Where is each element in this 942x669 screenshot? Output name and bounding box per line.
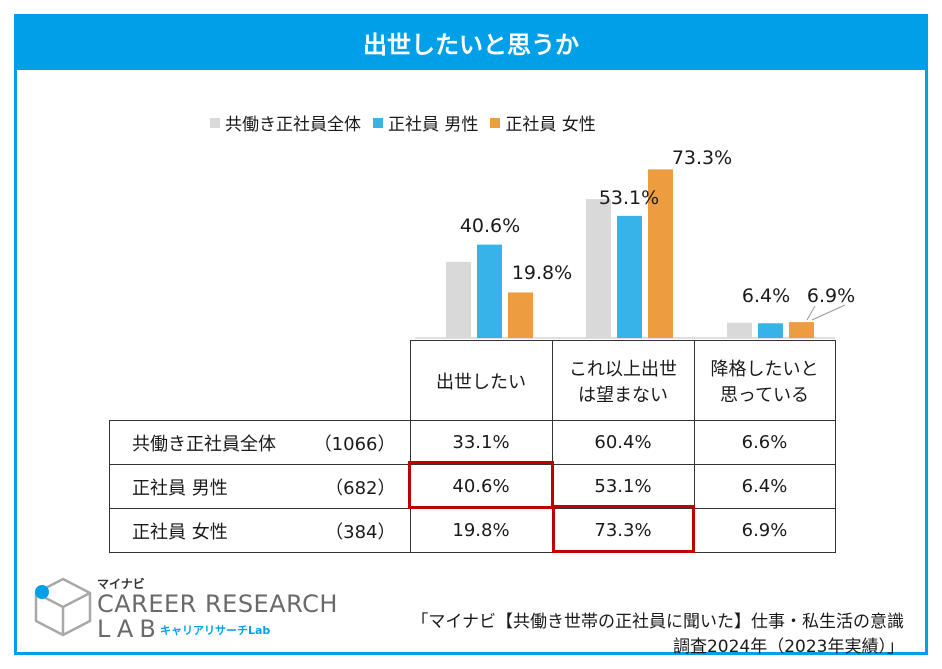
legend: 共働き正社員全体 正社員 男性 正社員 女性 xyxy=(210,110,596,135)
header-text: 出世したい xyxy=(436,371,526,393)
table-header-cell: 降格したいと 思っている xyxy=(693,340,836,421)
row-label-text: 共働き正社員全体 xyxy=(132,433,276,455)
legend-item-female: 正社員 女性 xyxy=(490,110,596,135)
brand-lab: LAB xyxy=(97,615,162,643)
bar-c1-female xyxy=(648,169,673,338)
label-c1-male: 53.1% xyxy=(599,187,659,209)
table-row: 正社員 女性 （384） 19.8% 73.3% 6.9% xyxy=(109,508,836,553)
header-text: は望まない xyxy=(578,384,668,406)
row-n: （1066） xyxy=(313,433,396,455)
row-label-text: 正社員 女性 xyxy=(132,521,228,543)
leader-line-c2-male xyxy=(806,305,816,321)
table-cell: 6.6% xyxy=(693,420,836,465)
label-c2-male: 6.4% xyxy=(742,285,790,307)
data-table: 出世したい これ以上出世 は望まない 降格したいと 思っている 共働き正社員全体… xyxy=(109,340,836,553)
row-label-text: 正社員 男性 xyxy=(132,477,228,499)
row-label: 共働き正社員全体 （1066） xyxy=(109,420,411,465)
header-text: 降格したいと xyxy=(710,358,819,380)
bar-c2-male xyxy=(758,323,783,338)
legend-swatch-all xyxy=(210,117,220,128)
legend-swatch-female xyxy=(490,117,501,128)
table-cell: 40.6% xyxy=(409,464,553,509)
legend-item-all: 共働き正社員全体 xyxy=(210,110,361,135)
row-label: 正社員 男性 （682） xyxy=(109,464,411,509)
row-n: （384） xyxy=(325,521,396,543)
source-line-1: 「マイナビ【共働き世帯の正社員に聞いた】仕事・私生活の意識 xyxy=(411,612,904,632)
chart-title: 出世したいと思うか xyxy=(14,14,928,70)
legend-swatch-male xyxy=(373,117,383,128)
legend-label-all: 共働き正社員全体 xyxy=(225,115,361,135)
table-cell: 6.4% xyxy=(693,464,836,509)
legend-item-male: 正社員 男性 xyxy=(373,110,478,135)
brand-career-research: CAREER RESEARCH xyxy=(97,590,338,618)
bar-c2-female xyxy=(789,322,814,338)
brand-mynavi: マイナビ xyxy=(97,577,145,591)
table-cell: 53.1% xyxy=(551,464,695,509)
table-row: 共働き正社員全体 （1066） 33.1% 60.4% 6.6% xyxy=(109,420,836,465)
table-corner xyxy=(110,341,411,421)
table-cell: 6.9% xyxy=(693,508,836,553)
table-row: 正社員 男性 （682） 40.6% 53.1% 6.4% xyxy=(109,464,836,509)
table-cell: 73.3% xyxy=(551,508,695,553)
bar-c1-male xyxy=(617,215,642,338)
label-c2-female: 6.9% xyxy=(807,285,855,307)
career-research-lab-logo-icon xyxy=(34,577,92,637)
leader-line-c2-female xyxy=(811,304,846,321)
bar-c2-all xyxy=(727,322,752,338)
legend-label-male: 正社員 男性 xyxy=(388,115,479,135)
bar-c1-all xyxy=(586,199,611,338)
legend-label-female: 正社員 女性 xyxy=(505,115,596,135)
table-header-cell: これ以上出世 は望まない xyxy=(551,340,695,421)
label-c0-male: 40.6% xyxy=(460,215,520,237)
label-c1-female: 73.3% xyxy=(672,147,732,169)
highlight-box-male-promote xyxy=(408,461,554,509)
bar-c0-all xyxy=(446,261,471,338)
bar-group xyxy=(446,169,814,338)
label-c0-female: 19.8% xyxy=(512,262,572,284)
bar-c0-female xyxy=(508,292,533,338)
table-cell: 60.4% xyxy=(551,420,695,465)
table-cell: 33.1% xyxy=(409,420,553,465)
header-text: 思っている xyxy=(719,384,810,406)
table-cell: 19.8% xyxy=(409,508,553,553)
source-line-2: 調査2024年（2023年実績）」 xyxy=(672,637,904,657)
header-text: これ以上出世 xyxy=(569,358,677,380)
brand-kana: キャリアリサーチLab xyxy=(160,624,271,637)
table-header-cell: 出世したい xyxy=(409,340,553,421)
row-label: 正社員 女性 （384） xyxy=(109,508,411,553)
bar-c0-male xyxy=(477,244,502,338)
highlight-box-female-nopromote xyxy=(552,505,695,553)
row-n: （682） xyxy=(325,477,396,499)
table-header-row: 出世したい これ以上出世 は望まない 降格したいと 思っている xyxy=(110,340,836,421)
